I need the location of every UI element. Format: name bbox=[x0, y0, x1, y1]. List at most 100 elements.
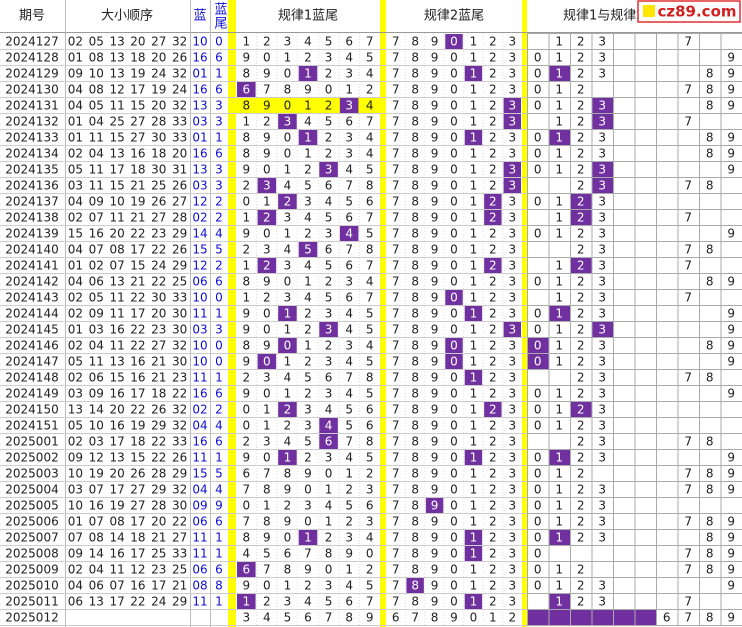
rule2-digit: 3 bbox=[508, 419, 516, 433]
rule1-digit: 2 bbox=[304, 355, 312, 369]
rule2-digit: 7 bbox=[392, 83, 400, 97]
rule2-digit: 0 bbox=[450, 211, 458, 225]
rule2-digit: 1 bbox=[470, 211, 478, 225]
hit-cell bbox=[592, 114, 613, 129]
rule1-digit: 1 bbox=[325, 515, 333, 529]
rule2-digit: 2 bbox=[489, 515, 497, 529]
both-digit: 2 bbox=[577, 355, 585, 369]
rule2-digit: 9 bbox=[431, 243, 439, 257]
both-digit: 9 bbox=[727, 451, 735, 465]
rule2-digit: 9 bbox=[431, 531, 439, 545]
ball: 27 bbox=[151, 35, 166, 49]
rule1-digit: 0 bbox=[242, 419, 250, 433]
rule2-digit: 2 bbox=[489, 451, 497, 465]
both-digit: 2 bbox=[577, 467, 585, 481]
separator bbox=[380, 0, 386, 627]
both-digit: 1 bbox=[555, 131, 563, 145]
rule1-digit: 5 bbox=[366, 451, 374, 465]
rule2-digit: 9 bbox=[431, 595, 439, 609]
rule1-digit: 3 bbox=[263, 371, 271, 385]
blue-ball: 12 bbox=[192, 259, 207, 273]
rule2-digit: 9 bbox=[431, 387, 439, 401]
ball: 16 bbox=[109, 419, 124, 433]
ball: 26 bbox=[172, 451, 187, 465]
ball: 16 bbox=[109, 387, 124, 401]
rule2-digit: 0 bbox=[450, 483, 458, 497]
ball: 25 bbox=[151, 179, 166, 193]
rule1-digit: 2 bbox=[263, 35, 271, 49]
rule1-digit: 2 bbox=[263, 115, 271, 129]
rule2-digit: 3 bbox=[508, 499, 516, 513]
rule1-digit: 0 bbox=[284, 131, 292, 145]
issue: 2024135 bbox=[5, 163, 58, 177]
ball: 22 bbox=[151, 275, 166, 289]
both-digit: 2 bbox=[577, 83, 585, 97]
ball: 01 bbox=[68, 131, 83, 145]
issue: 2024127 bbox=[5, 35, 58, 49]
rule2-digit: 1 bbox=[470, 547, 478, 561]
hit-cell bbox=[278, 402, 297, 417]
both-digit: 2 bbox=[577, 579, 585, 593]
rule2-digit: 9 bbox=[431, 355, 439, 369]
rule1-digit: 2 bbox=[263, 291, 271, 305]
rule1-digit: 1 bbox=[345, 563, 353, 577]
header-balls: 大小顺序 bbox=[101, 9, 153, 24]
logo-box bbox=[637, 0, 741, 23]
rule2-digit: 0 bbox=[450, 83, 458, 97]
rule1-digit: 6 bbox=[345, 595, 353, 609]
rule2-digit: 3 bbox=[508, 115, 516, 129]
blue-ball: 08 bbox=[192, 579, 207, 593]
both-digit: 3 bbox=[598, 403, 606, 417]
ball: 20 bbox=[151, 515, 166, 529]
both-digit: 8 bbox=[706, 131, 714, 145]
rule1-digit: 3 bbox=[325, 163, 333, 177]
ball: 30 bbox=[172, 307, 187, 321]
ball: 19 bbox=[130, 67, 145, 81]
rule1-digit: 2 bbox=[345, 515, 353, 529]
rule1-digit: 3 bbox=[325, 307, 333, 321]
ball: 22 bbox=[130, 595, 145, 609]
rule2-digit: 8 bbox=[411, 531, 419, 545]
both-digit: 1 bbox=[555, 227, 563, 241]
rule2-digit: 8 bbox=[411, 451, 419, 465]
rule1-digit: 3 bbox=[325, 51, 333, 65]
rule1-digit: 2 bbox=[304, 451, 312, 465]
both-digit: 1 bbox=[555, 563, 563, 577]
rule2-digit: 3 bbox=[508, 179, 516, 193]
rule2-digit: 7 bbox=[392, 483, 400, 497]
both-digit: 8 bbox=[706, 179, 714, 193]
both-digit: 3 bbox=[598, 115, 606, 129]
rule2-digit: 1 bbox=[470, 179, 478, 193]
ball: 17 bbox=[130, 243, 145, 257]
hit-cell bbox=[298, 242, 318, 257]
header-blue: 蓝 bbox=[193, 9, 206, 24]
both-digit: 7 bbox=[684, 595, 692, 609]
ball: 04 bbox=[68, 243, 83, 257]
rule2-digit: 7 bbox=[392, 211, 400, 225]
rule1-digit: 0 bbox=[304, 515, 312, 529]
hit-cell bbox=[571, 210, 592, 225]
rule1-digit: 9 bbox=[242, 355, 250, 369]
hit-cell bbox=[319, 162, 338, 177]
both-digit: 1 bbox=[555, 499, 563, 513]
rule2-digit: 9 bbox=[431, 419, 439, 433]
rule1-digit: 7 bbox=[345, 435, 353, 449]
ball: 07 bbox=[89, 483, 104, 497]
hit-cell bbox=[503, 178, 521, 193]
both-digit: 1 bbox=[555, 387, 563, 401]
both-digit: 8 bbox=[706, 67, 714, 81]
both-digit: 9 bbox=[727, 131, 735, 145]
rule2-digit: 3 bbox=[508, 563, 516, 577]
both-digit: 0 bbox=[534, 355, 542, 369]
ball: 30 bbox=[172, 499, 187, 513]
rule1-digit: 4 bbox=[242, 547, 250, 561]
both-cell bbox=[591, 609, 614, 626]
ball: 26 bbox=[172, 51, 187, 65]
blue-tail: 3 bbox=[215, 163, 223, 177]
blue-tail: 0 bbox=[215, 355, 223, 369]
rule2-digit: 2 bbox=[489, 595, 497, 609]
both-digit: 2 bbox=[577, 451, 585, 465]
rule2-digit: 1 bbox=[470, 579, 478, 593]
ball: 10 bbox=[89, 419, 104, 433]
rule2-digit: 1 bbox=[470, 483, 478, 497]
